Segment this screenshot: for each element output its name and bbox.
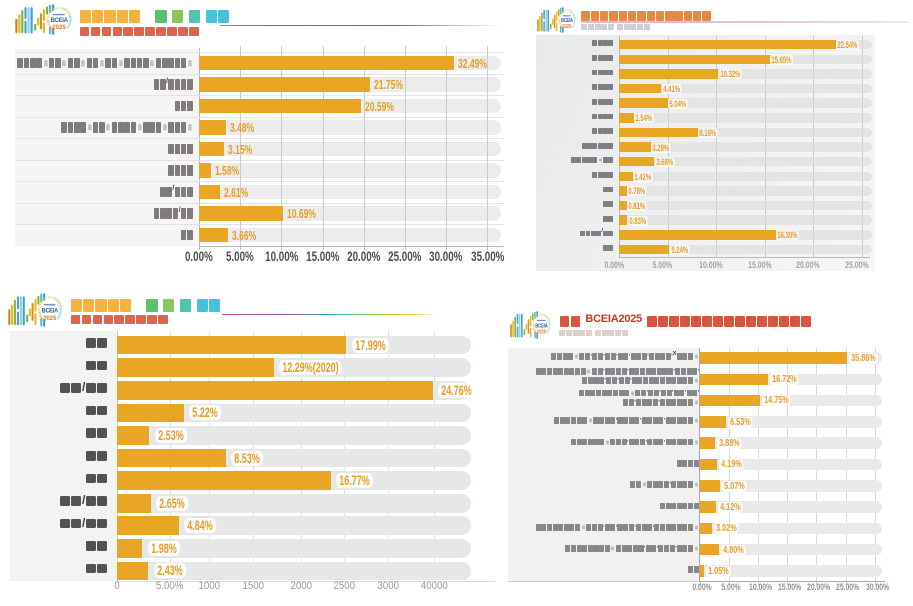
svg-text:2025: 2025 xyxy=(43,315,56,323)
svg-text:BCEIA: BCEIA xyxy=(50,18,68,24)
svg-text:2025: 2025 xyxy=(537,329,547,336)
svg-text:2025: 2025 xyxy=(562,23,572,29)
svg-text:BCEIA: BCEIA xyxy=(535,323,548,330)
svg-text:BCEIA: BCEIA xyxy=(561,18,573,24)
svg-text:BCEIA: BCEIA xyxy=(42,307,59,315)
svg-text:2025: 2025 xyxy=(52,24,66,31)
